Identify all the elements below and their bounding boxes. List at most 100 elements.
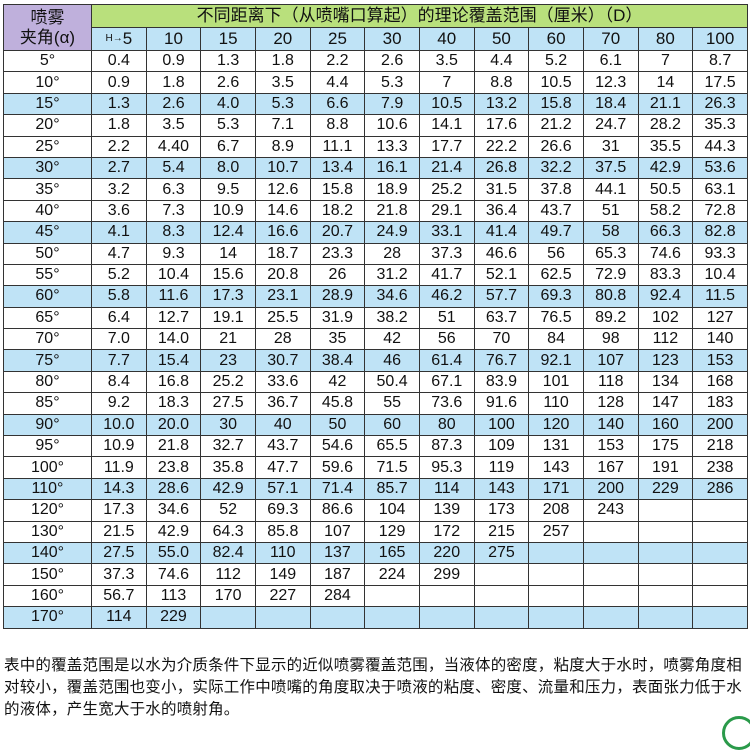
coverage-cell: 17.5 (692, 71, 748, 94)
coverage-cell: 28 (364, 242, 420, 265)
coverage-cell: 87.3 (418, 435, 475, 458)
angle-cell: 70° (3, 328, 92, 351)
table-row: 150° 37.3 74.6 112 149 187 224 299 (3, 563, 748, 586)
coverage-cell: 42.9 (200, 477, 256, 501)
table-row: 70° 7.0 14.0 21 28 35 42 56 70 84 98 112 140 (3, 328, 748, 351)
coverage-cell: 25.5 (254, 306, 311, 330)
coverage-cell: 2.2 (91, 135, 147, 158)
distance-value: 15 (218, 29, 238, 48)
coverage-cell: 3.6 (91, 199, 147, 223)
coverage-cell: 3.5 (145, 114, 202, 137)
table-row: 50° 4.7 9.3 14 18.7 23.3 28 37.3 46.6 56 65.3 74.6 9… (3, 242, 748, 265)
table-row: 110° 14.3 28.6 42.9 57.1 71.4 85.7 114 143 171 200… (3, 477, 748, 501)
coverage-cell: 10.0 (91, 413, 147, 437)
coverage-cell: 7.3 (145, 199, 202, 223)
distance-value: 5 (122, 29, 133, 48)
distance-value: 70 (601, 29, 621, 48)
coverage-cell: 19.1 (200, 306, 256, 330)
coverage-cell: 284 (309, 584, 366, 608)
coverage-cell: 20.0 (145, 413, 202, 437)
coverage-cell: 11.1 (309, 135, 366, 158)
coverage-cell: 58.2 (637, 199, 694, 223)
coverage-cell (418, 584, 475, 608)
coverage-cell: 22.2 (473, 135, 530, 158)
coverage-cell: 53.6 (692, 156, 748, 180)
coverage-cell: 4.4 (473, 49, 530, 73)
coverage-cell: 3.5 (418, 49, 475, 73)
coverage-cell: 85.8 (254, 520, 311, 543)
coverage-cell: 76.7 (473, 349, 530, 372)
angle-cell: 20° (3, 114, 92, 137)
coverage-cell: 2.2 (309, 49, 366, 73)
coverage-cell: 56 (528, 242, 584, 265)
coverage-cell: 107 (309, 520, 366, 543)
coverage-cell: 107 (582, 349, 639, 372)
coverage-cell: 165 (364, 541, 420, 565)
distance-header: 50 (473, 27, 530, 51)
coverage-cell (637, 499, 694, 522)
coverage-cell: 76.5 (528, 306, 584, 330)
coverage-cell: 65.3 (582, 242, 639, 265)
table-row: 25° 2.2 4.40 6.7 8.9 11.1 13.3 17.7 22.2 26.6 31 35… (3, 135, 748, 158)
coverage-cell: 62.5 (528, 263, 584, 287)
footnote: 表中的覆盖范围是以水为介质条件下显示的近似喷雾覆盖范围，当液体的密度，粘度大于水… (4, 657, 742, 718)
coverage-cell: 17.3 (200, 285, 256, 308)
coverage-cell: 83.9 (473, 370, 530, 394)
coverage-cell: 89.2 (582, 306, 639, 330)
coverage-cell: 51 (418, 306, 475, 330)
coverage-cell: 17.3 (91, 499, 147, 522)
coverage-cell: 147 (637, 392, 694, 415)
coverage-cell: 18.7 (254, 242, 311, 265)
coverage-cell: 40 (254, 413, 311, 437)
coverage-cell: 33.6 (254, 370, 311, 394)
coverage-cell: 37.3 (91, 563, 147, 586)
coverage-cell: 5.3 (254, 92, 311, 116)
distance-value: 80 (655, 29, 675, 48)
table-row: 10° 0.9 1.8 2.6 3.5 4.4 5.3 7 8.8 10.5 12.3 14 17.5 (3, 71, 748, 94)
distance-value: 50 (491, 29, 511, 48)
coverage-cell: 191 (637, 456, 694, 479)
coverage-cell: 243 (582, 499, 639, 522)
coverage-cell: 229 (145, 606, 202, 629)
coverage-cell (309, 606, 366, 629)
coverage-cell: 63.1 (692, 178, 748, 201)
coverage-cell: 120 (528, 413, 584, 437)
coverage-cell: 5.2 (528, 49, 584, 73)
coverage-cell: 10.5 (528, 71, 584, 94)
coverage-cell: 110 (254, 541, 311, 565)
distance-header: 25 (309, 27, 366, 51)
coverage-cell: 14.6 (254, 199, 311, 223)
coverage-cell: 1.8 (91, 114, 147, 137)
coverage-cell: 72.9 (582, 263, 639, 287)
coverage-cell: 2.6 (145, 92, 202, 116)
coverage-cell (582, 563, 639, 586)
coverage-cell: 29.1 (418, 199, 475, 223)
coverage-cell (692, 584, 748, 608)
coverage-cell: 275 (473, 541, 530, 565)
coverage-cell: 149 (254, 563, 311, 586)
coverage-cell: 12.6 (254, 178, 311, 201)
table-row: 75° 7.7 15.4 23 30.7 38.4 46 61.4 76.7 92.1 107 123… (3, 349, 748, 372)
coverage-cell (364, 606, 420, 629)
angle-header: 喷雾 夹角(α) (3, 4, 92, 51)
coverage-cell: 35.5 (637, 135, 694, 158)
coverage-cell: 173 (473, 499, 530, 522)
coverage-cell: 34.6 (364, 285, 420, 308)
coverage-cell (637, 606, 694, 629)
coverage-cell: 28.2 (637, 114, 694, 137)
coverage-cell: 112 (200, 563, 256, 586)
coverage-cell: 129 (364, 520, 420, 543)
coverage-cell: 2.7 (91, 156, 147, 180)
coverage-cell: 187 (309, 563, 366, 586)
coverage-cell: 33.1 (418, 221, 475, 244)
table-row: 15° 1.3 2.6 4.0 5.3 6.6 7.9 10.5 13.2 15.8 18.4 21.… (3, 92, 748, 116)
distance-value: 40 (437, 29, 457, 48)
coverage-cell: 21.8 (364, 199, 420, 223)
coverage-cell: 15.8 (528, 92, 584, 116)
coverage-cell: 137 (309, 541, 366, 565)
coverage-cell: 220 (418, 541, 475, 565)
coverage-cell: 47.7 (254, 456, 311, 479)
coverage-cell: 4.4 (309, 71, 366, 94)
coverage-cell: 12.4 (200, 221, 256, 244)
coverage-cell: 16.1 (364, 156, 420, 180)
